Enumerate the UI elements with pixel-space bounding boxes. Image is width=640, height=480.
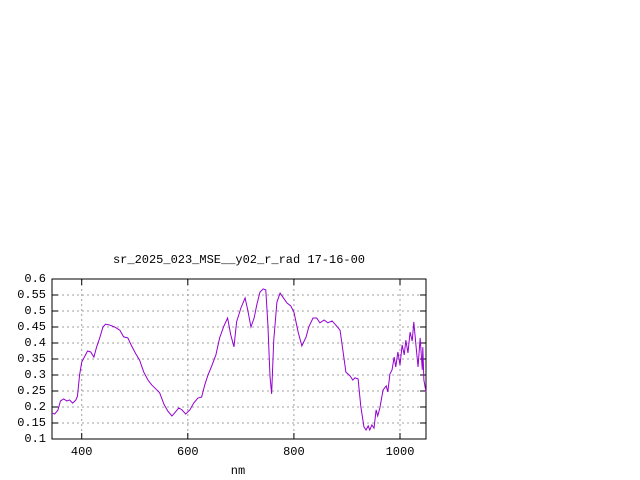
- chart-title: sr_2025_023_MSE__y02_r_rad 17-16-00: [113, 253, 365, 267]
- y-tick-label: 0.5: [24, 304, 46, 318]
- y-tick-label: 0.35: [17, 352, 46, 366]
- y-tick-label: 0.1: [24, 432, 46, 446]
- x-axis-label: nm: [231, 464, 245, 478]
- y-tick-label: 0.55: [17, 288, 46, 302]
- x-tick-label: 1000: [386, 445, 415, 459]
- y-tick-label: 0.15: [17, 416, 46, 430]
- y-tick-label: 0.2: [24, 400, 46, 414]
- y-tick-label: 0.3: [24, 368, 46, 382]
- x-tick-label: 400: [71, 445, 93, 459]
- y-tick-label: 0.45: [17, 320, 46, 334]
- x-tick-label: 600: [177, 445, 199, 459]
- x-tick-label: 800: [283, 445, 305, 459]
- y-tick-label: 0.4: [24, 336, 46, 350]
- y-tick-label: 0.25: [17, 384, 46, 398]
- y-tick-label: 0.6: [24, 272, 46, 286]
- plot-frame: [51, 278, 427, 440]
- data-line: [51, 288, 427, 432]
